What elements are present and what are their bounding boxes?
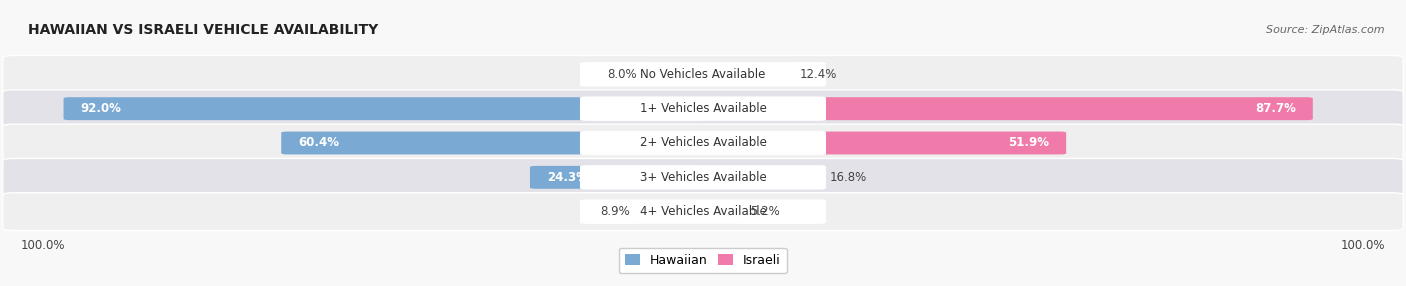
- Text: 51.9%: 51.9%: [1008, 136, 1049, 150]
- Text: 24.3%: 24.3%: [547, 171, 588, 184]
- Legend: Hawaiian, Israeli: Hawaiian, Israeli: [619, 247, 787, 273]
- Text: 16.8%: 16.8%: [830, 171, 868, 184]
- Text: 8.0%: 8.0%: [607, 68, 637, 81]
- Text: 8.9%: 8.9%: [600, 205, 630, 218]
- Text: HAWAIIAN VS ISRAELI VEHICLE AVAILABILITY: HAWAIIAN VS ISRAELI VEHICLE AVAILABILITY: [28, 23, 378, 37]
- Text: 5.2%: 5.2%: [749, 205, 780, 218]
- Text: 100.0%: 100.0%: [21, 239, 66, 253]
- Text: 2+ Vehicles Available: 2+ Vehicles Available: [640, 136, 766, 150]
- Text: No Vehicles Available: No Vehicles Available: [640, 68, 766, 81]
- Text: 4+ Vehicles Available: 4+ Vehicles Available: [640, 205, 766, 218]
- Text: 92.0%: 92.0%: [80, 102, 121, 115]
- Text: 3+ Vehicles Available: 3+ Vehicles Available: [640, 171, 766, 184]
- Text: 1+ Vehicles Available: 1+ Vehicles Available: [640, 102, 766, 115]
- Text: 100.0%: 100.0%: [1340, 239, 1385, 253]
- Text: 60.4%: 60.4%: [298, 136, 339, 150]
- Text: Source: ZipAtlas.com: Source: ZipAtlas.com: [1267, 25, 1385, 35]
- Text: 87.7%: 87.7%: [1256, 102, 1296, 115]
- Text: 12.4%: 12.4%: [800, 68, 837, 81]
